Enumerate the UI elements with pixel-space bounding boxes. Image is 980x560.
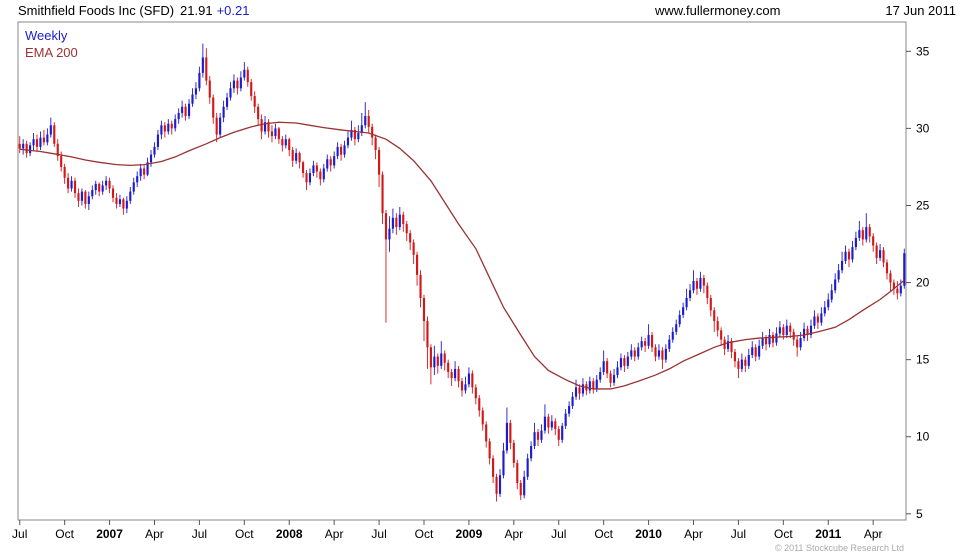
timeframe-label: Weekly xyxy=(25,28,68,43)
svg-text:Jul: Jul xyxy=(192,527,207,541)
last-price: 21.91 xyxy=(180,3,213,18)
ema-label: EMA 200 xyxy=(25,45,78,60)
svg-text:Apr: Apr xyxy=(145,527,164,541)
price-change: +0.21 xyxy=(216,3,250,18)
chart-legend: Weekly EMA 200 xyxy=(25,27,78,61)
instrument-name: Smithfield Foods Inc (SFD) xyxy=(18,3,175,18)
svg-text:Jul: Jul xyxy=(12,527,27,541)
svg-text:20: 20 xyxy=(916,276,930,290)
svg-text:10: 10 xyxy=(916,430,930,444)
copyright-notice: © 2011 Stockcube Research Ltd xyxy=(774,543,904,553)
svg-text:15: 15 xyxy=(916,353,930,367)
chart-date: 17 Jun 2011 xyxy=(885,3,956,18)
svg-text:2007: 2007 xyxy=(96,527,123,541)
svg-text:5: 5 xyxy=(916,507,923,521)
svg-text:25: 25 xyxy=(916,198,930,212)
svg-text:Jul: Jul xyxy=(731,527,746,541)
svg-text:Apr: Apr xyxy=(684,527,703,541)
instrument-title: Smithfield Foods Inc (SFD) 21.91 +0.21 xyxy=(18,3,250,18)
svg-text:Oct: Oct xyxy=(235,527,254,541)
svg-text:2008: 2008 xyxy=(276,527,303,541)
svg-text:2009: 2009 xyxy=(456,527,483,541)
chart-header: Smithfield Foods Inc (SFD) 21.91 +0.21 www… xyxy=(0,3,980,23)
svg-text:35: 35 xyxy=(916,44,930,58)
svg-text:30: 30 xyxy=(916,121,930,135)
svg-text:2010: 2010 xyxy=(635,527,662,541)
svg-text:Jul: Jul xyxy=(551,527,566,541)
svg-text:Jul: Jul xyxy=(371,527,386,541)
svg-text:Oct: Oct xyxy=(415,527,434,541)
site-watermark: www.fullermoney.com xyxy=(655,3,781,18)
svg-text:Oct: Oct xyxy=(594,527,613,541)
svg-text:Oct: Oct xyxy=(55,527,74,541)
svg-text:Apr: Apr xyxy=(864,527,883,541)
svg-text:Apr: Apr xyxy=(325,527,344,541)
svg-text:Oct: Oct xyxy=(774,527,793,541)
svg-text:Apr: Apr xyxy=(504,527,523,541)
svg-text:2011: 2011 xyxy=(815,527,841,541)
